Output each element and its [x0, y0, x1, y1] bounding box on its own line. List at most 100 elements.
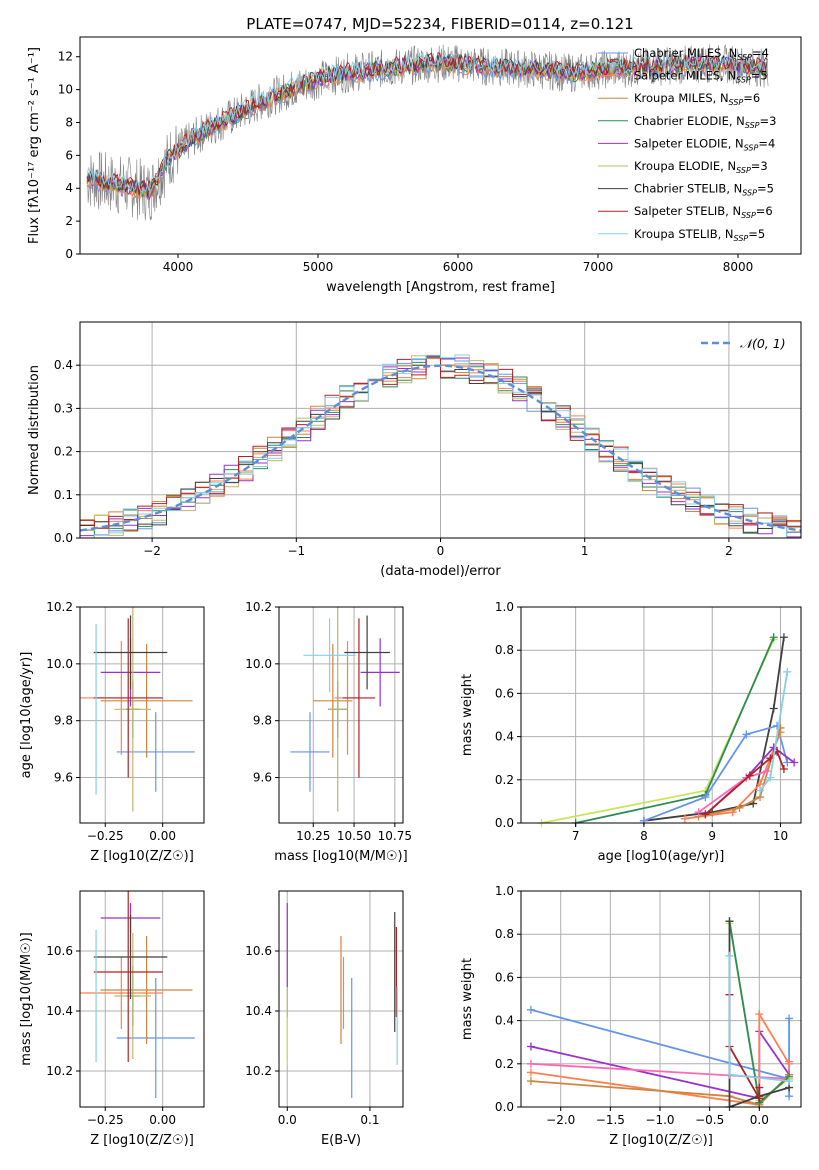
weight-marker	[762, 767, 771, 776]
y-tick-label: 0.1	[54, 488, 73, 502]
x-axis-label: (data-model)/error	[380, 564, 501, 579]
weight-marker	[725, 917, 734, 926]
legend-entry: 𝒩(0, 1)	[740, 336, 786, 351]
weight-marker	[526, 1042, 535, 1051]
legend-entry: Salpeter MILES, NSSP=5	[634, 69, 768, 85]
weight-marker	[785, 1014, 794, 1023]
x-axis-label: Z [log10(Z/Z☉)]	[90, 1133, 194, 1148]
x-tick-label: −1.5	[596, 1113, 625, 1127]
y-tick-label: 0.8	[495, 927, 514, 941]
y-tick-label: 9.6	[54, 771, 73, 785]
weight-line	[541, 639, 775, 823]
x-tick-label: 0.00	[149, 829, 176, 843]
x-tick-label: 9	[708, 829, 716, 843]
observed-spectrum-line	[86, 43, 769, 221]
legend-entry: Chabrier ELODIE, NSSP=3	[634, 114, 776, 130]
weight-marker	[735, 803, 744, 812]
axes-frame	[520, 890, 802, 1108]
weight-marker	[725, 951, 734, 960]
y-tick-label: 2	[65, 214, 73, 228]
x-tick-label: 8000	[723, 260, 754, 274]
weight-marker	[526, 1005, 535, 1014]
y-tick-label: 10.4	[245, 1004, 272, 1018]
weight-marker	[769, 633, 778, 642]
weight-marker	[701, 793, 710, 802]
y-tick-label: 10.2	[245, 600, 272, 614]
x-tick-label: 10.25	[296, 829, 330, 843]
axes-frame	[79, 890, 205, 1108]
y-axis-label: age [log10(age/yr)]	[19, 652, 34, 779]
weight-marker	[769, 743, 778, 752]
weight-marker	[694, 808, 703, 817]
x-axis-label: age [log10(age/yr)]	[598, 849, 725, 864]
weight-marker	[785, 1059, 794, 1068]
x-tick-label: −1.0	[645, 1113, 674, 1127]
weight-marker	[526, 1077, 535, 1086]
y-tick-label: 0.2	[495, 773, 514, 787]
panel-age-weight: 7 8 9 10 0.0 0.2 0.4 0.6 0.8 1.0 age [log10(age/yr…	[460, 600, 802, 864]
x-tick-label: 4000	[163, 260, 194, 274]
weight-marker	[526, 1068, 535, 1077]
x-axis-label: Z [log10(Z/Z☉)]	[90, 849, 194, 864]
panel-z-age: −0.25 0.00 9.6 9.8 10.0 10.2 Z [log10(Z/Z☉)] ag…	[19, 600, 205, 864]
weight-marker	[766, 773, 775, 782]
x-tick-label: 10	[773, 829, 788, 843]
y-axis-label: mass [log10(M/M☉)]	[19, 932, 34, 1065]
x-tick-label: 0.0	[278, 1113, 297, 1127]
x-axis-label: mass [log10(M/M☉)]	[274, 849, 407, 864]
panel-ebv-mass: 0.0 0.1 10.2 10.4 10.6 E(B-V)	[245, 890, 404, 1148]
y-tick-label: 1.0	[495, 884, 514, 898]
legend-entry: Salpeter ELODIE, NSSP=4	[634, 136, 775, 152]
y-tick-label: 0.0	[495, 816, 514, 830]
weight-marker	[701, 810, 710, 819]
y-axis-label: Flux [fλ10⁻¹⁷ erg cm⁻² s⁻¹ A⁻¹]	[27, 47, 42, 244]
y-tick-label: 10.0	[245, 657, 272, 671]
gaussian-curve	[80, 364, 801, 532]
weight-line	[530, 1008, 790, 1097]
x-tick-label: 0.00	[149, 1113, 176, 1127]
panel-mass-age: 10.25 10.50 10.75 9.6 9.8 10.0 10.2 mass [log10…	[245, 600, 412, 864]
y-tick-label: 0.0	[495, 1100, 514, 1114]
axes-frame	[79, 606, 205, 824]
axes-frame	[79, 36, 802, 255]
weight-marker	[526, 1059, 535, 1068]
model-spectrum-line	[86, 53, 768, 197]
y-tick-label: 0.0	[54, 531, 73, 545]
weight-marker	[785, 1092, 794, 1101]
y-axis-label: mass weight	[460, 958, 475, 1040]
weight-marker	[785, 1077, 794, 1086]
panel-z-mass: −0.25 0.00 10.2 10.4 10.6 Z [log10(Z/Z☉)] mass…	[19, 890, 205, 1148]
y-tick-label: 0.2	[54, 445, 73, 459]
x-tick-label: 0.0	[750, 1113, 769, 1127]
y-tick-label: 12	[58, 50, 73, 64]
x-tick-label: −2.0	[546, 1113, 575, 1127]
y-tick-label: 0.4	[495, 1014, 514, 1028]
x-axis-label: Z [log10(Z/Z☉)]	[609, 1133, 713, 1148]
legend-entry: Chabrier STELIB, NSSP=5	[634, 182, 774, 198]
y-tick-label: 10.0	[46, 657, 73, 671]
x-axis-label: E(B-V)	[321, 1133, 361, 1148]
x-tick-label: −0.25	[87, 829, 124, 843]
panel-residuals: −2 −1 0 1 2 0.0 0.1 0.2 0.3 0.4 (data-model)/error…	[27, 321, 802, 579]
axes-frame	[278, 890, 404, 1108]
x-tick-label: −0.25	[87, 1113, 124, 1127]
x-tick-label: 1	[581, 544, 589, 558]
weight-marker	[779, 633, 788, 642]
weight-marker	[783, 758, 792, 767]
weight-marker	[783, 667, 792, 676]
legend-entry: Kroupa ELODIE, NSSP=3	[634, 159, 768, 175]
y-tick-label: 0.6	[495, 686, 514, 700]
x-tick-label: −2	[143, 544, 161, 558]
legend-entry: Salpeter STELIB, NSSP=6	[634, 204, 773, 220]
y-tick-label: 9.8	[253, 714, 272, 728]
residual-histogram	[80, 354, 801, 538]
y-tick-label: 0.4	[495, 730, 514, 744]
y-tick-label: 9.6	[253, 771, 272, 785]
y-tick-label: 0.4	[54, 358, 73, 372]
x-tick-label: −1	[287, 544, 305, 558]
y-axis-label: mass weight	[460, 674, 475, 756]
y-tick-label: 0.6	[495, 970, 514, 984]
weight-marker	[755, 1010, 764, 1019]
y-tick-label: 8	[65, 115, 73, 129]
